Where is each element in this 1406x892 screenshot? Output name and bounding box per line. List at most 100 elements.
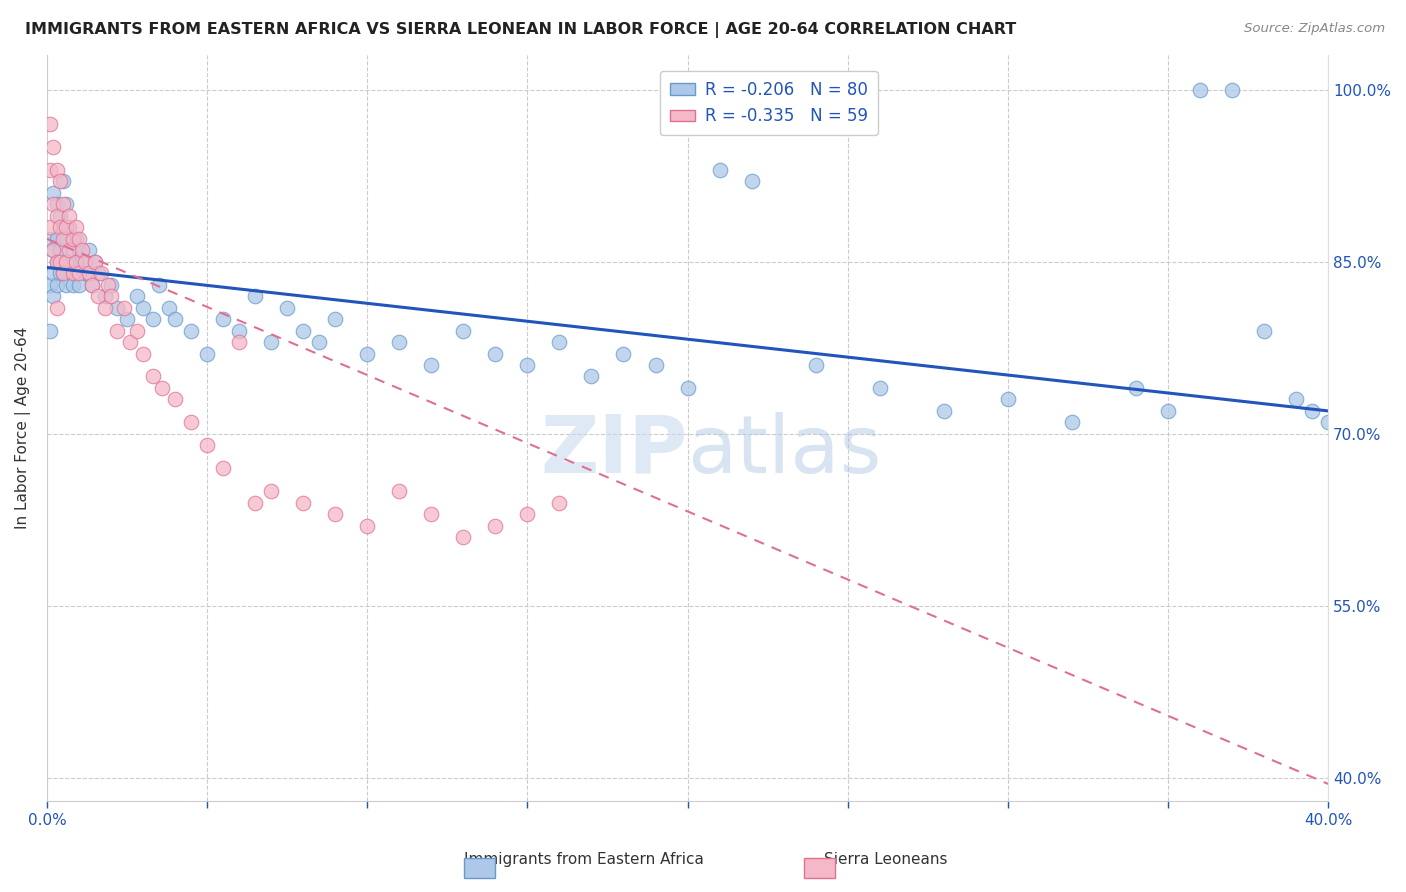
Point xyxy=(67,244,90,258)
Point xyxy=(93,301,115,315)
Point xyxy=(42,197,65,211)
Point xyxy=(70,254,93,268)
Point xyxy=(709,162,731,177)
Point xyxy=(107,301,129,315)
Point xyxy=(84,254,107,268)
Point xyxy=(39,277,62,292)
Point xyxy=(612,346,634,360)
Point xyxy=(42,186,65,200)
Point xyxy=(356,518,378,533)
Point xyxy=(112,301,135,315)
Point xyxy=(150,381,173,395)
Point xyxy=(120,334,142,349)
Point xyxy=(356,346,378,360)
Point xyxy=(62,244,84,258)
Point xyxy=(100,289,122,303)
Text: Source: ZipAtlas.com: Source: ZipAtlas.com xyxy=(1244,22,1385,36)
Text: Immigrants from Eastern Africa: Immigrants from Eastern Africa xyxy=(464,852,703,867)
Point xyxy=(195,438,218,452)
Point xyxy=(55,277,77,292)
Point xyxy=(97,277,120,292)
Point xyxy=(148,277,170,292)
Point xyxy=(49,174,72,188)
Point xyxy=(1253,324,1275,338)
Point xyxy=(45,232,67,246)
Point xyxy=(741,174,763,188)
Point xyxy=(228,334,250,349)
Point xyxy=(87,266,110,280)
Point xyxy=(58,209,80,223)
Point xyxy=(260,484,283,499)
Point xyxy=(453,530,475,544)
Point xyxy=(997,392,1019,407)
Point xyxy=(308,334,330,349)
Text: IMMIGRANTS FROM EASTERN AFRICA VS SIERRA LEONEAN IN LABOR FORCE | AGE 20-64 CORR: IMMIGRANTS FROM EASTERN AFRICA VS SIERRA… xyxy=(25,22,1017,38)
Point xyxy=(39,162,62,177)
Point xyxy=(93,289,115,303)
Point xyxy=(49,254,72,268)
Point xyxy=(869,381,891,395)
Point xyxy=(67,266,90,280)
Point xyxy=(52,266,75,280)
Point xyxy=(77,266,100,280)
Point xyxy=(84,254,107,268)
Point xyxy=(55,254,77,268)
Text: atlas: atlas xyxy=(688,411,882,490)
Point xyxy=(52,174,75,188)
Point xyxy=(52,266,75,280)
Text: Sierra Leoneans: Sierra Leoneans xyxy=(824,852,948,867)
Point xyxy=(581,369,603,384)
Point xyxy=(90,266,112,280)
Point xyxy=(55,232,77,246)
Point xyxy=(107,324,129,338)
Point xyxy=(1220,82,1243,96)
Point xyxy=(180,416,202,430)
Point xyxy=(45,254,67,268)
Point xyxy=(49,244,72,258)
Point xyxy=(100,277,122,292)
Point xyxy=(39,220,62,235)
Point xyxy=(548,496,571,510)
Point xyxy=(49,266,72,280)
Point xyxy=(323,312,346,326)
Point xyxy=(62,266,84,280)
Point xyxy=(157,301,180,315)
Point xyxy=(70,244,93,258)
Point xyxy=(212,312,235,326)
Point xyxy=(388,334,411,349)
Point xyxy=(1060,416,1083,430)
Point xyxy=(142,369,165,384)
Point xyxy=(142,312,165,326)
Point xyxy=(388,484,411,499)
Point xyxy=(516,507,538,521)
Point xyxy=(1157,404,1180,418)
Point xyxy=(676,381,699,395)
Point xyxy=(453,324,475,338)
Point xyxy=(45,301,67,315)
Point xyxy=(180,324,202,338)
Point xyxy=(55,197,77,211)
Point xyxy=(58,220,80,235)
Point xyxy=(243,496,266,510)
Point xyxy=(420,507,443,521)
Point xyxy=(243,289,266,303)
Point xyxy=(80,277,103,292)
Point xyxy=(67,277,90,292)
Point xyxy=(1125,381,1147,395)
Point xyxy=(42,266,65,280)
Point xyxy=(165,392,187,407)
Point xyxy=(42,289,65,303)
Point xyxy=(115,312,138,326)
Point xyxy=(52,197,75,211)
Point xyxy=(87,289,110,303)
Point xyxy=(292,324,315,338)
Point xyxy=(52,220,75,235)
Point xyxy=(323,507,346,521)
Point xyxy=(39,324,62,338)
Point xyxy=(644,358,666,372)
Point xyxy=(80,277,103,292)
Point xyxy=(62,277,84,292)
Point xyxy=(65,254,87,268)
Point xyxy=(39,232,62,246)
Point xyxy=(125,324,148,338)
